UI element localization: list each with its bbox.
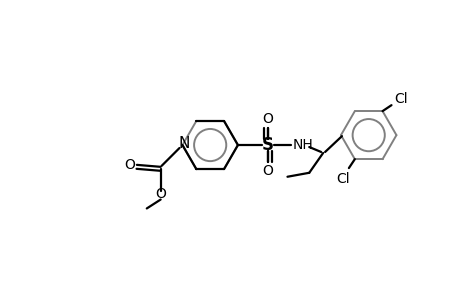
Text: NH: NH [292,138,313,152]
Text: Cl: Cl [394,92,407,106]
Text: O: O [262,112,273,126]
Text: O: O [124,158,135,172]
Text: S: S [261,136,273,154]
Text: O: O [155,187,166,201]
Text: O: O [262,164,273,178]
Text: N: N [179,136,190,151]
Text: Cl: Cl [336,172,349,186]
